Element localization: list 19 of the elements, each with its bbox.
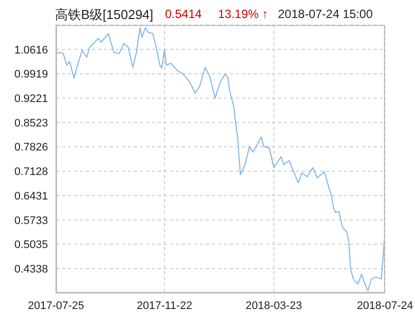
y-tick-label: 0.7128 [14, 166, 48, 178]
y-tick-label: 0.4338 [14, 264, 48, 276]
text: 2018-07-24 15:00 [278, 7, 373, 21]
y-tick-label: 0.5035 [14, 239, 48, 252]
x-tick-label: 2018-07-24 [356, 300, 414, 312]
chart-title: 高铁B级[150294] [55, 6, 154, 24]
y-tick-label: 0.9919 [14, 68, 48, 81]
y-tick-label: 0.8523 [14, 117, 48, 130]
y-tick-label: 0.9221 [14, 93, 48, 105]
y-tick-label: 0.7826 [14, 142, 48, 154]
x-tick-label: 2017-11-22 [136, 300, 192, 312]
text: 13.19% ↑ [218, 7, 268, 21]
x-tick-label: 2018-03-23 [246, 300, 302, 312]
y-tick-label: 0.6431 [14, 190, 48, 202]
x-tick-label: 2017-07-25 [28, 300, 84, 312]
y-tick-label: 1.0616 [14, 44, 48, 56]
line-series [56, 27, 385, 292]
text: 0.5414 [165, 7, 202, 21]
y-tick-label: 0.5733 [14, 214, 48, 227]
